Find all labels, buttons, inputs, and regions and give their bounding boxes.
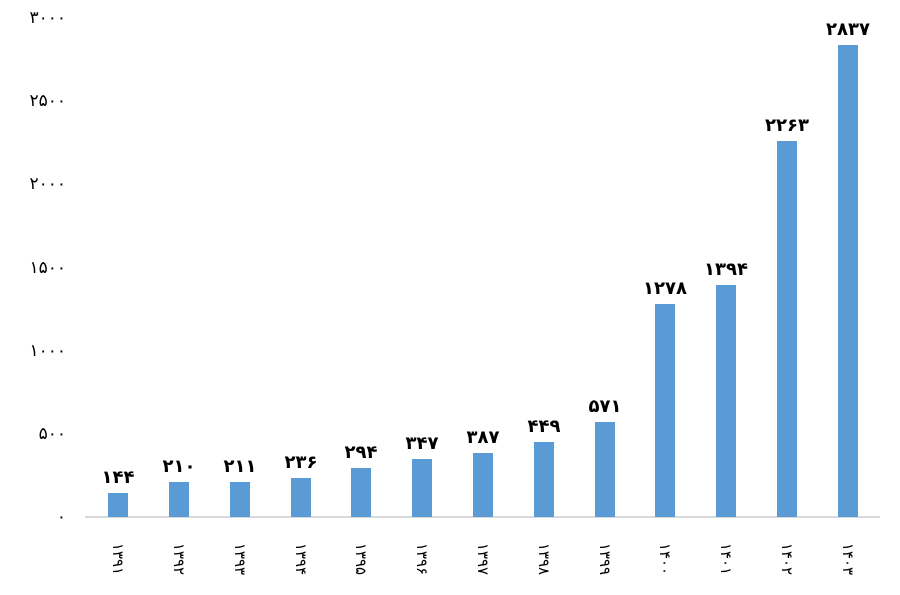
bar-1393 [230,482,250,517]
x-tick-label: ۱۴۰۲ [778,542,796,576]
y-tick-label: ۳۰۰۰ [29,8,66,28]
y-tick-label: ۱۵۰۰ [29,257,66,278]
bar-1399 [595,422,615,517]
x-tick-label: ۱۳۹۷ [474,542,492,576]
x-tick-label: ۱۳۹۹ [596,542,614,576]
y-tick-label: ۰ [56,507,66,527]
y-tick-label: ۲۰۰۰ [29,174,66,195]
bar-value-label: ۲۸۳۷ [826,19,870,40]
bar-1398 [534,442,554,517]
bar-value-label: ۲۹۴ [344,442,378,463]
bar-value-label: ۱۴۴ [101,467,135,488]
x-tick-label: ۱۳۹۵ [352,542,370,576]
bar-value-label: ۲۱۱ [223,456,257,477]
x-axis-line [85,516,880,518]
bar-1400 [655,304,675,517]
bar-value-label: ۵۷۱ [588,396,622,417]
bar-1403 [838,45,858,517]
bar-1394 [291,478,311,517]
x-tick-label: ۱۳۹۸ [535,542,553,576]
x-tick-label: ۱۴۰۱ [717,542,735,576]
x-tick-label: ۱۳۹۲ [170,542,188,576]
bar-1395 [351,468,371,517]
x-tick-label: ۱۴۰۰ [656,542,674,576]
x-tick-label: ۱۳۹۶ [413,542,431,576]
bar-value-label: ۲۲۶۳ [765,115,809,136]
bar-1401 [716,285,736,517]
plot-area: ۱۴۴ ۲۱۰ ۲۱۱ ۲۳۶ ۲۹۴ ۳۴۷ ۳۸۷ ۴۴۹ ۵۷۱ ۱۲۷۸ ۱۳۹۴ ۲۲۶۳ ۲… [85,18,880,518]
y-tick-label: ۲۵۰۰ [29,91,66,112]
x-tick-label: ۱۴۰۳ [839,542,857,576]
y-tick-label: ۱۰۰۰ [29,340,66,361]
bar-value-label: ۱۳۹۴ [704,259,748,280]
bar-1396 [412,459,432,517]
x-tick-label: ۱۳۹۳ [231,542,249,576]
bar-1392 [169,482,189,517]
bar-1397 [473,453,493,517]
bar-value-label: ۳۴۷ [405,433,439,454]
x-tick-label: ۱۳۹۴ [292,542,310,576]
bar-value-label: ۴۴۹ [527,416,561,437]
bar-value-label: ۲۳۶ [284,452,318,473]
y-tick-label: ۵۰۰ [38,423,66,444]
bar-1391 [108,493,128,517]
bar-value-label: ۳۸۷ [466,427,500,448]
bar-value-label: ۱۲۷۸ [643,278,687,299]
x-tick-label: ۱۳۹۱ [109,542,127,576]
bar-value-label: ۲۱۰ [162,456,196,477]
bar-1402 [777,141,797,517]
